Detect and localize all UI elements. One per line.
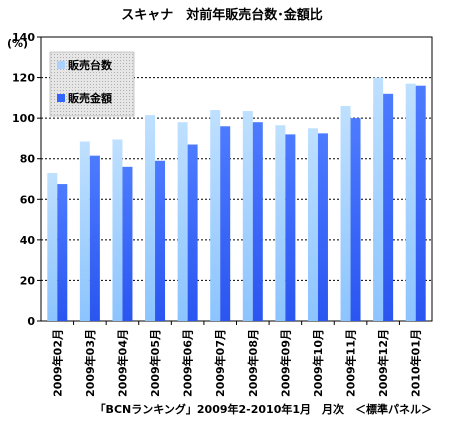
chart-footer: 「BCNランキング」2009年2-2010年1月 月次 ＜標準パネル＞: [95, 402, 432, 416]
bar-amount: [57, 184, 68, 321]
legend-swatch-amount: [57, 94, 65, 102]
bar-amount: [89, 155, 100, 321]
x-tick-label: 2010年01月: [409, 329, 423, 397]
y-tick-label: 80: [20, 153, 36, 166]
bar-units: [79, 141, 90, 321]
x-tick-label: 2009年07月: [213, 329, 227, 397]
bar-units: [210, 110, 221, 322]
bar-units: [307, 128, 318, 321]
bar-amount: [350, 118, 361, 322]
bar-amount: [317, 133, 328, 321]
bar-units: [340, 105, 351, 321]
y-unit-label: (%): [7, 37, 28, 50]
bar-amount: [220, 126, 231, 321]
bar-amount: [187, 144, 198, 321]
y-tick-label: 0: [27, 315, 35, 328]
x-axis-ticks: 2009年02月 2009年03月 2009年04月 2009年05月 2009年06月…: [50, 321, 423, 397]
y-tick-label: 20: [20, 274, 36, 287]
x-tick-label: 2009年11月: [344, 329, 358, 397]
legend: 販売台数 販売金額: [49, 51, 135, 117]
legend-label-units: 販売台数: [68, 58, 113, 72]
bar-amount: [252, 122, 263, 321]
bar-units: [112, 139, 123, 321]
bar-units: [275, 125, 286, 321]
y-tick-label: 100: [12, 112, 35, 125]
bar-amount: [383, 93, 394, 321]
x-tick-label: 2009年08月: [246, 329, 260, 397]
x-tick-label: 2009年03月: [83, 329, 97, 397]
legend-label-amount: 販売金額: [68, 91, 112, 105]
x-tick-label: 2009年05月: [148, 329, 162, 397]
y-tick-label: 60: [20, 193, 36, 206]
bars: [47, 77, 426, 322]
bar-amount: [415, 85, 426, 321]
y-tick-label: 120: [12, 72, 35, 85]
x-tick-label: 2009年12月: [376, 329, 390, 397]
bar-units: [47, 172, 58, 321]
bar-units: [242, 111, 253, 322]
x-tick-label: 2009年10月: [311, 329, 325, 397]
bar-units: [177, 122, 188, 321]
bar-amount: [285, 134, 296, 321]
y-tick-label: 140: [12, 31, 35, 44]
bar-amount: [122, 166, 133, 321]
bar-units: [145, 115, 156, 321]
x-tick-label: 2009年04月: [115, 329, 129, 397]
x-tick-label: 2009年09月: [278, 329, 292, 397]
y-tick-label: 40: [20, 234, 36, 247]
bar-units: [405, 83, 416, 322]
legend-swatch-units: [57, 61, 65, 69]
y-axis-ticks: 0 20 40 60 80 100 120 140: [12, 31, 41, 328]
x-tick-label: 2009年02月: [50, 329, 64, 397]
chart-title: スキャナ 対前年販売台数･金額比: [121, 7, 323, 23]
bar-amount: [155, 160, 166, 321]
bar-units: [373, 77, 384, 321]
x-tick-label: 2009年06月: [181, 329, 195, 397]
